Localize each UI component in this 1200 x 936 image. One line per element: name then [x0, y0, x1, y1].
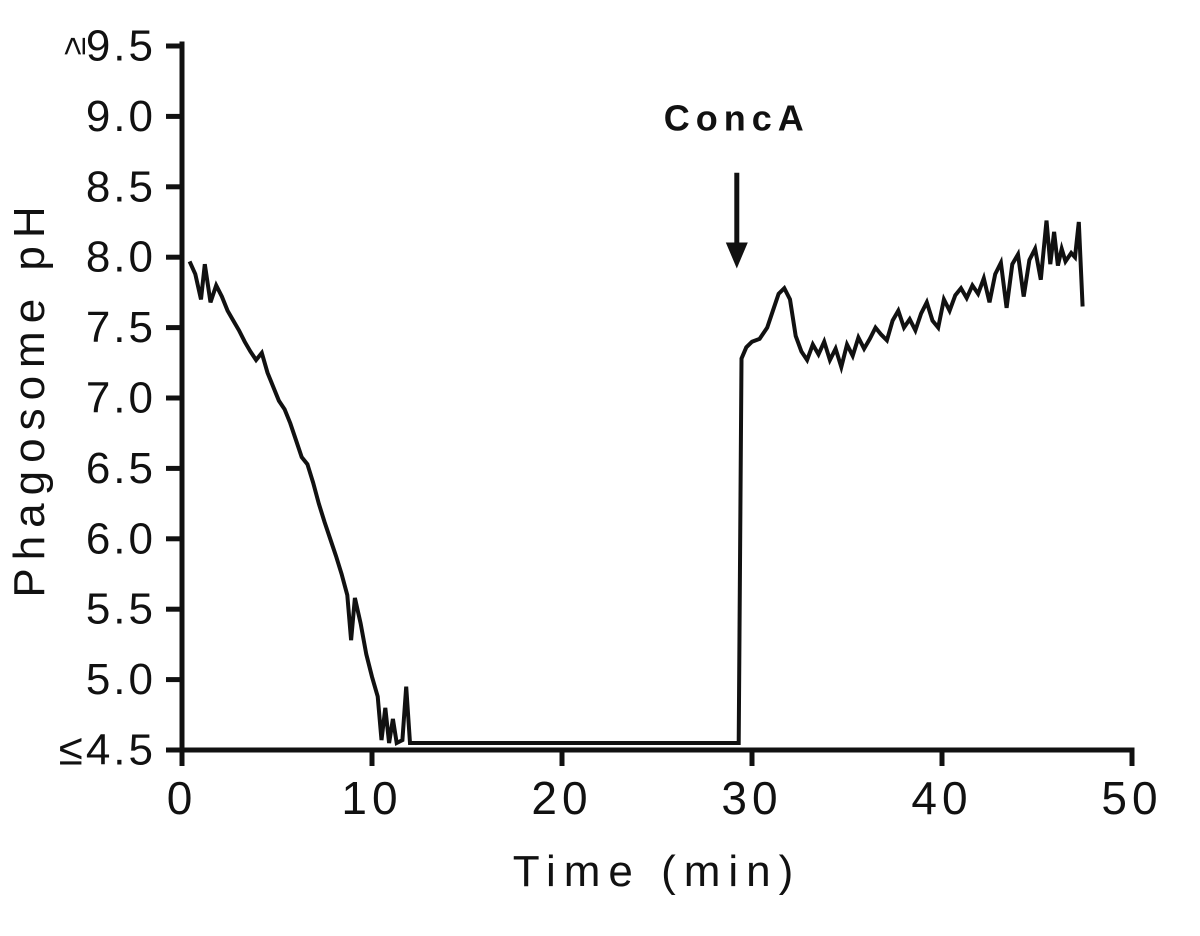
y-tick-label: ≤4.5	[59, 726, 156, 775]
axes	[166, 41, 1135, 766]
y-tick-label: 7.0	[86, 374, 156, 423]
conca-arrowhead-icon	[725, 242, 748, 269]
tick-labels: ≤4.5 5.0 5.5 6.0 6.5 7.0 7.5 8.0 8.5 9.0 9.5 0 10 20 3…	[59, 22, 1162, 825]
y-tick-label: 9.0	[86, 92, 156, 141]
y-tick-label: 5.0	[86, 655, 156, 704]
x-tick-label: 10	[341, 772, 402, 824]
y-tick-label: 8.5	[86, 162, 156, 211]
x-tick-label: 30	[721, 772, 782, 824]
ph-trace-line	[187, 220, 1085, 747]
data-series	[187, 220, 1085, 747]
x-tick-label: 50	[1101, 772, 1162, 824]
y-tick-label: 5.5	[86, 585, 156, 634]
y-tick-label: 6.0	[86, 514, 156, 563]
x-tick-label: 40	[911, 772, 972, 824]
x-tick-label: 20	[531, 772, 592, 824]
y-tick-label: 7.5	[86, 303, 156, 352]
y-top-geq-symbol: ≥	[55, 37, 93, 56]
conca-label: ConcA	[664, 97, 810, 138]
y-tick-label: 6.5	[86, 444, 156, 493]
conca-annotation: ConcA	[664, 97, 810, 269]
y-tick-label: 8.0	[86, 233, 156, 282]
x-axis-title: Time (min)	[513, 847, 802, 896]
y-axis-title: Phagosome pH	[5, 198, 54, 597]
x-tick-label: 0	[167, 772, 198, 824]
y-tick-label: 9.5	[86, 22, 156, 71]
